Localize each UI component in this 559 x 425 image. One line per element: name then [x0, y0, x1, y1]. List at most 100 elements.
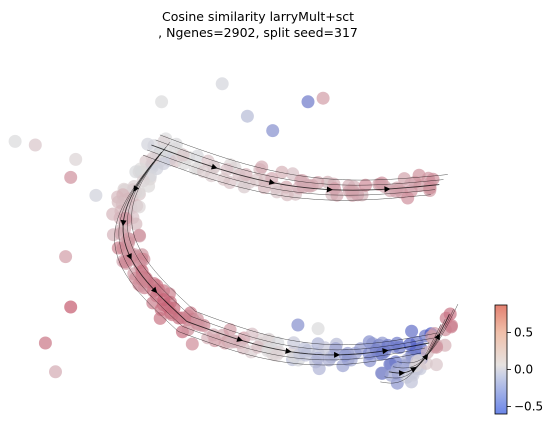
- data-point: [152, 283, 165, 297]
- data-point: [49, 365, 62, 379]
- data-point: [89, 188, 103, 202]
- data-point: [181, 323, 195, 336]
- data-point: [64, 170, 78, 184]
- data-point: [312, 362, 326, 376]
- stream-arrow: [211, 163, 218, 170]
- streamline: [392, 309, 454, 369]
- data-point: [375, 366, 389, 380]
- data-point: [405, 324, 419, 338]
- data-point: [401, 191, 415, 205]
- data-point: [190, 312, 204, 326]
- data-point: [223, 323, 237, 337]
- data-point: [266, 124, 280, 138]
- colorbar: 0.5 0.0 −0.5: [494, 304, 543, 415]
- data-point: [132, 228, 146, 242]
- data-point: [185, 337, 199, 351]
- data-point: [403, 337, 417, 351]
- streamline: [151, 144, 440, 191]
- data-point: [301, 95, 315, 109]
- data-point: [316, 91, 330, 105]
- streamline: [122, 151, 188, 322]
- data-point: [338, 348, 352, 362]
- stream-arrow: [434, 333, 440, 341]
- data-point: [329, 342, 343, 356]
- data-point: [430, 340, 444, 354]
- data-point: [141, 137, 155, 151]
- colorbar-tick-label: 0.5: [514, 325, 533, 339]
- data-point: [118, 255, 132, 269]
- stream-arrow: [410, 366, 417, 373]
- data-point: [272, 345, 286, 359]
- data-point: [257, 181, 271, 195]
- data-point: [220, 163, 234, 176]
- data-point: [413, 179, 427, 193]
- data-point: [59, 250, 73, 264]
- streamline: [147, 149, 436, 196]
- data-point: [167, 301, 181, 315]
- chart-title-line-1: Cosine similarity larryMult+sct: [162, 9, 354, 24]
- colorbar-gradient: [494, 304, 508, 415]
- streamline: [380, 324, 442, 384]
- streamline: [155, 139, 444, 186]
- stream-arrow: [268, 179, 276, 185]
- data-point: [28, 138, 42, 152]
- stream-arrow: [422, 353, 429, 361]
- data-point: [240, 109, 254, 123]
- data-point: [215, 77, 229, 91]
- data-point: [392, 341, 406, 354]
- stream-arrow: [384, 186, 391, 193]
- streamline: [127, 147, 192, 317]
- stream-arrow: [236, 336, 243, 342]
- colorbar-tick-label: −0.5: [514, 400, 543, 414]
- data-point: [245, 327, 259, 341]
- colorbar-tick-label: 0.0: [514, 363, 533, 377]
- scatter-points: [8, 77, 458, 390]
- stream-arrow: [126, 253, 132, 260]
- streamline: [182, 326, 426, 361]
- data-point: [311, 322, 325, 336]
- data-point: [373, 177, 387, 191]
- stream-arrow: [133, 185, 139, 192]
- data-point: [206, 328, 220, 342]
- data-point: [129, 165, 143, 179]
- stream-arrow: [382, 348, 389, 355]
- data-point: [311, 176, 325, 189]
- data-point: [64, 300, 78, 314]
- streamline: [142, 154, 431, 201]
- data-point: [38, 336, 52, 350]
- streamline: [190, 316, 434, 351]
- data-point: [291, 318, 305, 332]
- streamline: [195, 311, 438, 346]
- stream-arrow: [120, 219, 127, 227]
- chart-title-line-2: , Ngenes=2902, split seed=317: [158, 25, 358, 40]
- data-point: [443, 307, 457, 321]
- data-point: [237, 180, 251, 194]
- data-point: [280, 188, 294, 202]
- plot-area: [8, 77, 459, 390]
- data-point: [111, 241, 125, 255]
- data-point: [69, 152, 83, 166]
- streamline: [118, 157, 183, 327]
- velocity-streamlines: [114, 134, 459, 384]
- data-point: [297, 342, 311, 356]
- data-point: [176, 148, 190, 162]
- streamline: [131, 141, 196, 312]
- data-point: [132, 200, 146, 214]
- stream-arrow: [326, 186, 333, 193]
- data-point: [142, 179, 156, 193]
- data-point: [217, 172, 231, 186]
- data-point: [275, 165, 289, 179]
- stream-arrow: [334, 351, 341, 358]
- data-point: [8, 134, 22, 148]
- streamline: [186, 320, 430, 356]
- data-point: [190, 149, 204, 163]
- streamline: [114, 162, 179, 332]
- data-point: [135, 272, 149, 286]
- data-point: [119, 211, 132, 225]
- data-point: [426, 172, 440, 186]
- stream-arrow: [285, 347, 292, 354]
- data-point: [255, 160, 269, 174]
- data-point: [351, 188, 365, 202]
- stream-arrow: [151, 286, 158, 294]
